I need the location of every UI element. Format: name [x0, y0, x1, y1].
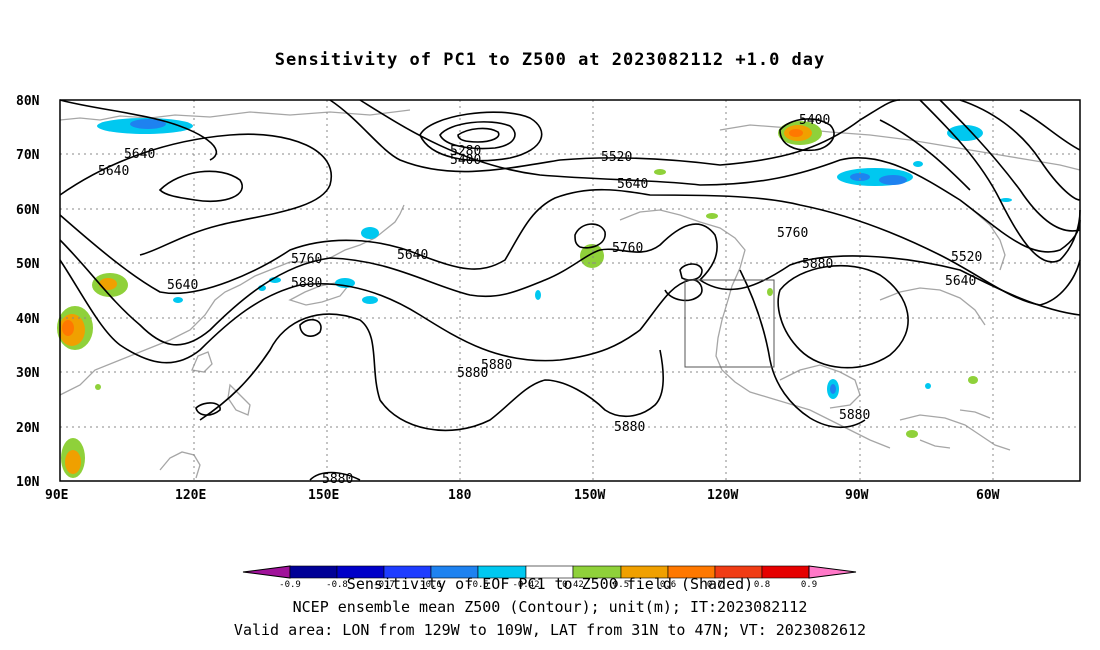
axis-labels: 80N 70N 60N 50N 40N 30N 20N 10N 90E 120E… — [16, 94, 1000, 503]
shade-negative — [130, 119, 166, 129]
shade-negative — [535, 290, 541, 300]
lon-label: 90W — [845, 488, 869, 503]
lat-label: 20N — [16, 421, 40, 436]
contour-label: 5640 — [617, 177, 648, 192]
valid-area-box — [684, 279, 775, 368]
lon-label: 120E — [175, 488, 206, 503]
shade-positive — [95, 384, 101, 390]
shade-negative — [925, 383, 931, 389]
lon-label: 180 — [448, 488, 472, 503]
footer-contour-caption: NCEP ensemble mean Z500 (Contour); unit(… — [292, 598, 808, 616]
map-title: Sensitivity of PC1 to Z500 at 2023082112… — [274, 50, 826, 70]
contour-label: 5640 — [98, 164, 129, 179]
contour-label: 5760 — [612, 241, 643, 256]
shade-negative — [173, 297, 183, 303]
colorbar-tick: 0.6 — [660, 580, 676, 590]
shade-positive — [65, 450, 81, 474]
shade-negative — [362, 296, 378, 304]
contour-label: 5880 — [457, 366, 488, 381]
colorbar-tick: -0.6 — [420, 580, 442, 590]
shade-positive — [767, 288, 773, 296]
lon-label: 150W — [574, 488, 605, 503]
contour-label: 5880 — [322, 472, 353, 487]
colorbar: -0.9 -0.8 -0.7 -0.6 -0.5 -0.42 0.42 0.5 … — [242, 565, 857, 590]
lat-label: 40N — [16, 312, 40, 327]
contour-label: 5640 — [167, 278, 198, 293]
footer-shading-caption: Sensitivity of EOF PC1 to Z500 field (Sh… — [346, 575, 754, 593]
lat-label: 60N — [16, 203, 40, 218]
shade-negative — [879, 175, 907, 185]
lat-label: 10N — [16, 475, 40, 490]
shade-positive — [968, 376, 978, 384]
lat-label: 50N — [16, 257, 40, 272]
contour-label: 5520 — [601, 150, 632, 165]
contour-label: 5880 — [614, 420, 645, 435]
colorbar-tick: 0.7 — [707, 580, 723, 590]
lat-label: 30N — [16, 366, 40, 381]
shade-negative — [850, 173, 870, 181]
shade-positive — [906, 430, 918, 438]
contour-label: 5400 — [799, 113, 830, 128]
lon-label: 60W — [976, 488, 1000, 503]
shade-positive — [706, 213, 718, 219]
contour-labels: 5640 5640 5640 5640 5280 5400 5520 5640 … — [98, 113, 982, 487]
shade-positive — [62, 320, 74, 336]
lon-label: 120W — [707, 488, 738, 503]
shade-positive — [789, 129, 803, 137]
shade-positive — [654, 169, 666, 175]
contour-label: 5640 — [397, 248, 428, 263]
lon-label: 150E — [308, 488, 339, 503]
colorbar-tick: 0.5 — [613, 580, 629, 590]
colorbar-right-arrow — [808, 565, 857, 579]
shade-negative — [830, 384, 836, 394]
shade-negative — [361, 227, 379, 239]
lat-label: 80N — [16, 94, 40, 109]
colorbar-tick: -0.8 — [326, 580, 348, 590]
contour-label: 5280 — [450, 144, 481, 159]
z500-contours — [59, 99, 1081, 481]
colorbar-tick: 0.8 — [754, 580, 770, 590]
coastlines — [59, 109, 1081, 479]
lat-label: 70N — [16, 148, 40, 163]
contour-label: 5880 — [291, 276, 322, 291]
colorbar-tick: -0.9 — [279, 580, 301, 590]
colorbar-tick: 0.42 — [562, 580, 584, 590]
gridlines — [60, 100, 1080, 481]
plot-frame — [59, 99, 1081, 482]
sensitivity-shading — [57, 118, 1012, 478]
colorbar-tick: -0.42 — [512, 580, 539, 590]
contour-label: 5400 — [450, 153, 481, 168]
shade-positive — [99, 278, 117, 290]
contour-label: 5640 — [945, 274, 976, 289]
shade-negative — [1000, 198, 1012, 202]
contour-label: 5640 — [124, 147, 155, 162]
colorbar-tick: -0.5 — [467, 580, 489, 590]
lon-label: 90E — [45, 488, 68, 503]
contour-label: 5760 — [291, 252, 322, 267]
shade-negative — [913, 161, 923, 167]
colorbar-tick: 0.9 — [801, 580, 817, 590]
contour-label: 5880 — [481, 358, 512, 373]
colorbar-tick: -0.7 — [373, 580, 395, 590]
contour-label: 5760 — [777, 226, 808, 241]
contour-label: 5520 — [951, 250, 982, 265]
contour-label: 5880 — [802, 257, 833, 272]
footer-valid-area-caption: Valid area: LON from 129W to 109W, LAT f… — [233, 621, 867, 639]
contour-label: 5880 — [839, 408, 870, 423]
